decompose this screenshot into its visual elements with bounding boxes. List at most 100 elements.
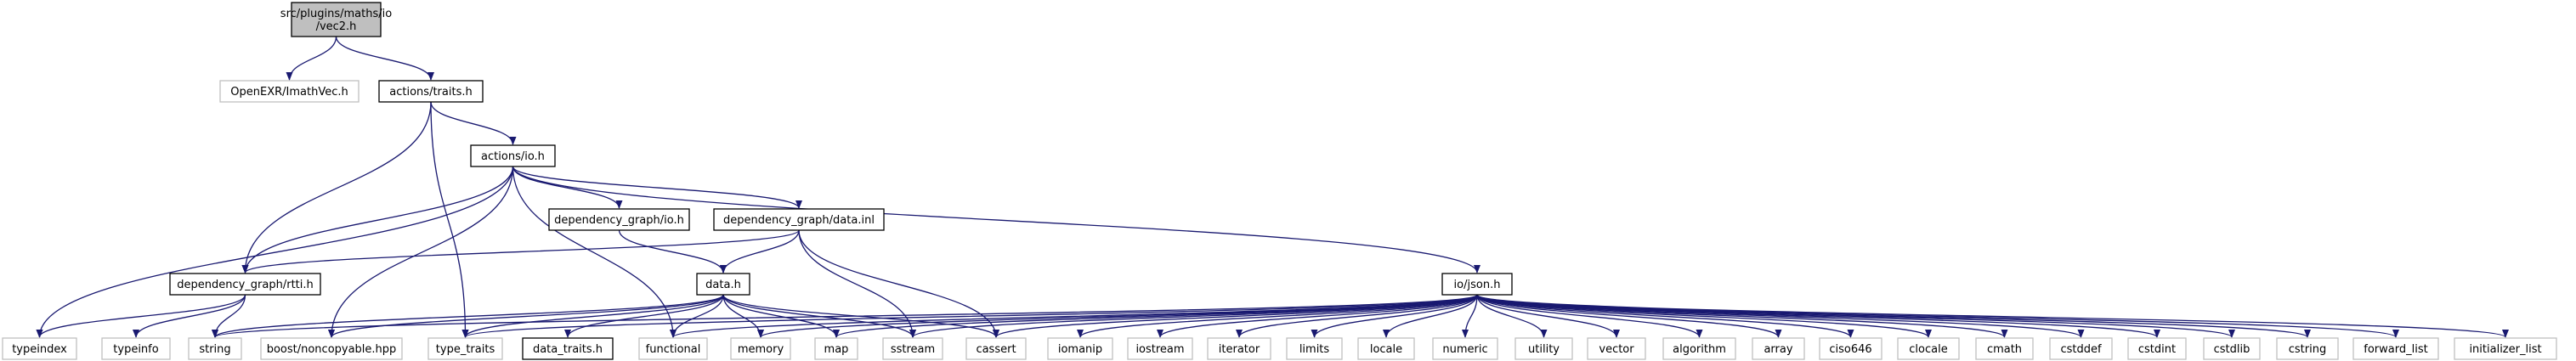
node-label: cstddef (2060, 343, 2102, 356)
node-box (2276, 337, 2339, 360)
node-data-traits[interactable]: data_traits.h (522, 337, 614, 360)
node-box (730, 337, 791, 360)
edge-json-to-iostream (1157, 294, 1478, 338)
node-label: locale (1370, 343, 1402, 356)
node-json[interactable]: io/json.h (1441, 273, 1513, 296)
node-label: dependency_graph/rtti.h (177, 279, 314, 291)
edge-actions_io-to-dg_io (512, 166, 623, 209)
node-numeric: numeric (1432, 337, 1498, 360)
node-box (378, 80, 484, 103)
edge-actions_io-to-json (512, 166, 1480, 274)
node-box (1432, 337, 1498, 360)
node-sstream: sstream (882, 337, 943, 360)
node-box (2049, 337, 2113, 360)
node-label: ciso646 (1829, 343, 1871, 356)
edge-dg_data_inl-to-rtti (241, 229, 800, 274)
node-box (1047, 337, 1113, 360)
node-box (1357, 337, 1415, 360)
edge-json-to-sstream (909, 294, 1478, 338)
node-label: map (824, 343, 849, 356)
node-root[interactable]: src/plugins/maths/io/vec2.h (280, 2, 392, 37)
node-label: type_traits (436, 343, 495, 356)
node-label: data.h (705, 279, 741, 291)
node-noncopyable: boost/noncopyable.hpp (260, 337, 403, 360)
node-label: actions/traits.h (389, 86, 472, 99)
node-rtti[interactable]: dependency_graph/rtti.h (169, 273, 321, 296)
node-label: numeric (1442, 343, 1487, 356)
node-label: memory (738, 343, 784, 356)
node-box (219, 80, 360, 103)
node-traits[interactable]: actions/traits.h (378, 80, 484, 103)
node-label: OpenEXR/ImathVec.h (230, 86, 348, 99)
edge-actions_io-to-typeindex (36, 166, 514, 338)
node-label: io/json.h (1454, 279, 1501, 291)
node-cassert: cassert (965, 337, 1027, 360)
edge-data_h-to-noncopyable (328, 294, 724, 338)
node-box (1127, 337, 1193, 360)
node-label: cstring (2289, 343, 2326, 356)
node-label: cmath (1987, 343, 2022, 356)
node-type-traits: type_traits (427, 337, 503, 360)
edge-json-to-type_traits (461, 294, 1478, 338)
node-box (814, 337, 858, 360)
edge-root-to-traits (335, 36, 434, 81)
edge-data_h-to-type_traits (461, 294, 724, 338)
node-box (188, 337, 242, 360)
node-algorithm: algorithm (1662, 337, 1736, 360)
node-cstdlib: cstdlib (2203, 337, 2261, 360)
node-label: dependency_graph/io.h (554, 214, 684, 227)
node-box (548, 208, 690, 231)
edge-json-to-clocale (1476, 294, 1932, 338)
node-box (470, 144, 556, 167)
node-cstdint: cstdint (2127, 337, 2187, 360)
node-box (101, 337, 171, 360)
node-label: iostream (1135, 343, 1184, 356)
node-box (2127, 337, 2187, 360)
node-forward-list: forward_list (2352, 337, 2439, 360)
node-label: limits (1299, 343, 1330, 356)
edge-dg_io-to-data_h (618, 229, 727, 274)
node-data-h[interactable]: data.h (696, 273, 750, 296)
node-label: array (1764, 343, 1792, 356)
edge-json-to-string (212, 294, 1478, 338)
edge-json-to-numeric (1462, 294, 1478, 338)
edge-actions_io-to-dg_data_inl (512, 166, 802, 209)
edge-json-to-utility (1476, 294, 1548, 338)
node-label: dependency_graph/data.inl (723, 214, 875, 227)
node-dg-io[interactable]: dependency_graph/io.h (548, 208, 690, 231)
node-box (713, 208, 885, 231)
node-box (427, 337, 503, 360)
node-typeinfo: typeinfo (101, 337, 171, 360)
edge-json-to-iterator (1236, 294, 1478, 338)
node-clocale: clocale (1897, 337, 1960, 360)
node-dg-data-inl[interactable]: dependency_graph/data.inl (713, 208, 885, 231)
node-actions-io[interactable]: actions/io.h (470, 144, 556, 167)
edge-data_h-to-data_traits (564, 294, 724, 338)
edge-root-to-openexr (286, 36, 337, 81)
node-box (1286, 337, 1343, 360)
node-label: src/plugins/maths/io (280, 8, 392, 20)
node-box (1897, 337, 1960, 360)
node-box (1441, 273, 1513, 296)
node-typeindex: typeindex (2, 337, 77, 360)
node-box (1662, 337, 1736, 360)
node-iostream: iostream (1127, 337, 1193, 360)
node-cmath: cmath (1975, 337, 2034, 360)
edge-json-to-iomanip (1077, 294, 1478, 338)
node-iomanip: iomanip (1047, 337, 1113, 360)
edge-json-to-ciso646 (1476, 294, 1854, 338)
node-box (260, 337, 403, 360)
node-label: iomanip (1058, 343, 1102, 356)
node-locale: locale (1357, 337, 1415, 360)
edge-actions_io-to-noncopyable (328, 166, 514, 338)
node-box (1752, 337, 1805, 360)
node-cstring: cstring (2276, 337, 2339, 360)
node-label: /vec2.h (316, 20, 357, 33)
node-box (1514, 337, 1573, 360)
edge-dg_data_inl-to-sstream (798, 229, 916, 338)
node-label: sstream (891, 343, 935, 356)
node-box (882, 337, 943, 360)
node-box (2454, 337, 2557, 360)
node-label: boost/noncopyable.hpp (267, 343, 397, 356)
